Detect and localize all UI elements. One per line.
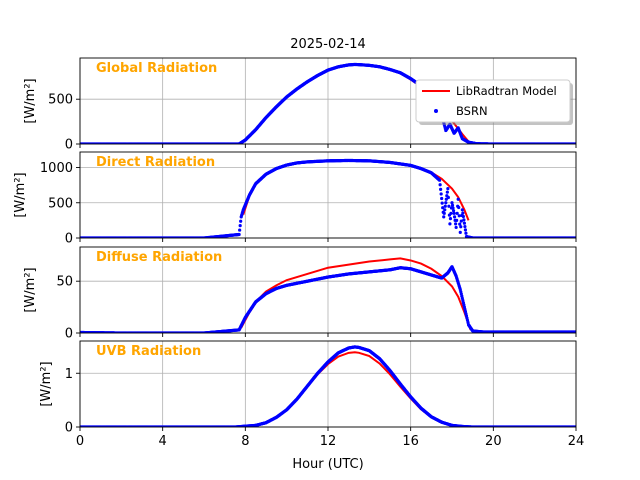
legend: LibRadtran Model BSRN [415, 79, 573, 125]
bsrn-point [450, 201, 454, 205]
bsrn-point [450, 203, 455, 207]
y-tick-label: 500 [48, 93, 73, 108]
panel-1: 0 500 1000 Direct Radiation [W/m²] [13, 151, 577, 247]
y-axis-label: [W/m²] [39, 361, 54, 406]
bsrn-point [238, 228, 242, 232]
bsrn-point [459, 219, 463, 223]
bsrn-point [464, 231, 468, 235]
x-tick-label: 4 [159, 434, 167, 449]
bsrn-point [451, 209, 456, 213]
bsrn-point [439, 187, 443, 191]
bsrn-point [442, 215, 446, 219]
bsrn-points [80, 265, 576, 333]
panel-label: Direct Radiation [96, 155, 215, 170]
y-tick-label: 1 [65, 367, 73, 382]
x-axis-label: Hour (UTC) [292, 457, 363, 472]
y-tick-label: 500 [48, 196, 73, 211]
bsrn-point [461, 214, 465, 219]
bsrn-point [239, 219, 243, 223]
y-tick-label: 0 [65, 421, 73, 436]
plot-area [80, 257, 576, 333]
bsrn-point [438, 178, 442, 182]
legend-entry-label: BSRN [456, 104, 488, 118]
bsrn-point [446, 187, 450, 191]
panel-2: 0 50 Diffuse Radiation [W/m²] [23, 246, 577, 342]
bsrn-point [454, 222, 458, 226]
bsrn-point [444, 201, 448, 205]
plot-area [80, 345, 576, 427]
x-tick-label: 20 [485, 434, 502, 449]
bsrn-point [445, 190, 449, 194]
bsrn-point [463, 228, 468, 232]
bsrn-point [446, 195, 450, 200]
bsrn-point [463, 224, 467, 229]
panel-3: 0 1 0 4 8 12 16 20 24 UVB Radiation [W/m²] [39, 340, 585, 449]
y-tick-label: 0 [65, 232, 73, 247]
x-tick-label: 0 [76, 434, 84, 449]
bsrn-point [439, 192, 443, 196]
model-line [240, 257, 472, 331]
bsrn-point [438, 183, 442, 187]
bsrn-point [449, 211, 453, 215]
panel-label: Global Radiation [96, 61, 217, 76]
bsrn-point [448, 217, 453, 221]
x-tick-label: 8 [241, 434, 249, 449]
bsrn-point [451, 206, 455, 210]
chart-title: 2025-02-14 [290, 37, 366, 52]
bsrn-point [443, 204, 447, 208]
legend-swatch-dot [434, 109, 438, 113]
y-tick-label: 1000 [40, 161, 73, 176]
y-axis-label: [W/m²] [23, 78, 38, 123]
bsrn-point [454, 225, 458, 230]
bsrn-point [442, 211, 446, 215]
bsrn-point [452, 211, 456, 215]
bsrn-point [458, 222, 462, 226]
bsrn-point [440, 196, 444, 201]
y-tick-label: 0 [65, 138, 73, 153]
bsrn-point [238, 224, 242, 228]
bsrn-point [447, 204, 451, 208]
bsrn-point [457, 214, 461, 218]
bsrn-point [462, 221, 466, 225]
bsrn-point [459, 225, 463, 229]
y-axis-label: [W/m²] [13, 172, 28, 217]
bsrn-point [440, 201, 444, 205]
bsrn-point [237, 232, 241, 237]
bsrn-point [460, 208, 464, 212]
bsrn-point [455, 211, 459, 215]
y-axis-label: [W/m²] [23, 267, 38, 312]
bsrn-point [455, 218, 459, 222]
y-tick-label: 50 [56, 275, 73, 290]
bsrn-point [458, 230, 462, 234]
panel-0: 0 500 Global Radiation [W/m²] [23, 57, 577, 153]
bsrn-point [462, 218, 466, 222]
x-tick-label: 24 [568, 434, 585, 449]
x-tick-label: 12 [320, 434, 337, 449]
bsrn-point [452, 215, 457, 219]
bsrn-point [457, 205, 461, 210]
legend-box [415, 79, 571, 123]
panel-label: UVB Radiation [96, 344, 201, 359]
bsrn-point [456, 197, 460, 201]
bsrn-point [443, 208, 447, 212]
panel-label: Diffuse Radiation [96, 250, 222, 265]
legend-entry-label: LibRadtran Model [456, 84, 557, 98]
bsrn-point [448, 222, 452, 226]
y-tick-label: 0 [65, 327, 73, 342]
bsrn-point [461, 211, 465, 215]
bsrn-point [441, 206, 445, 210]
x-tick-label: 16 [402, 434, 419, 449]
